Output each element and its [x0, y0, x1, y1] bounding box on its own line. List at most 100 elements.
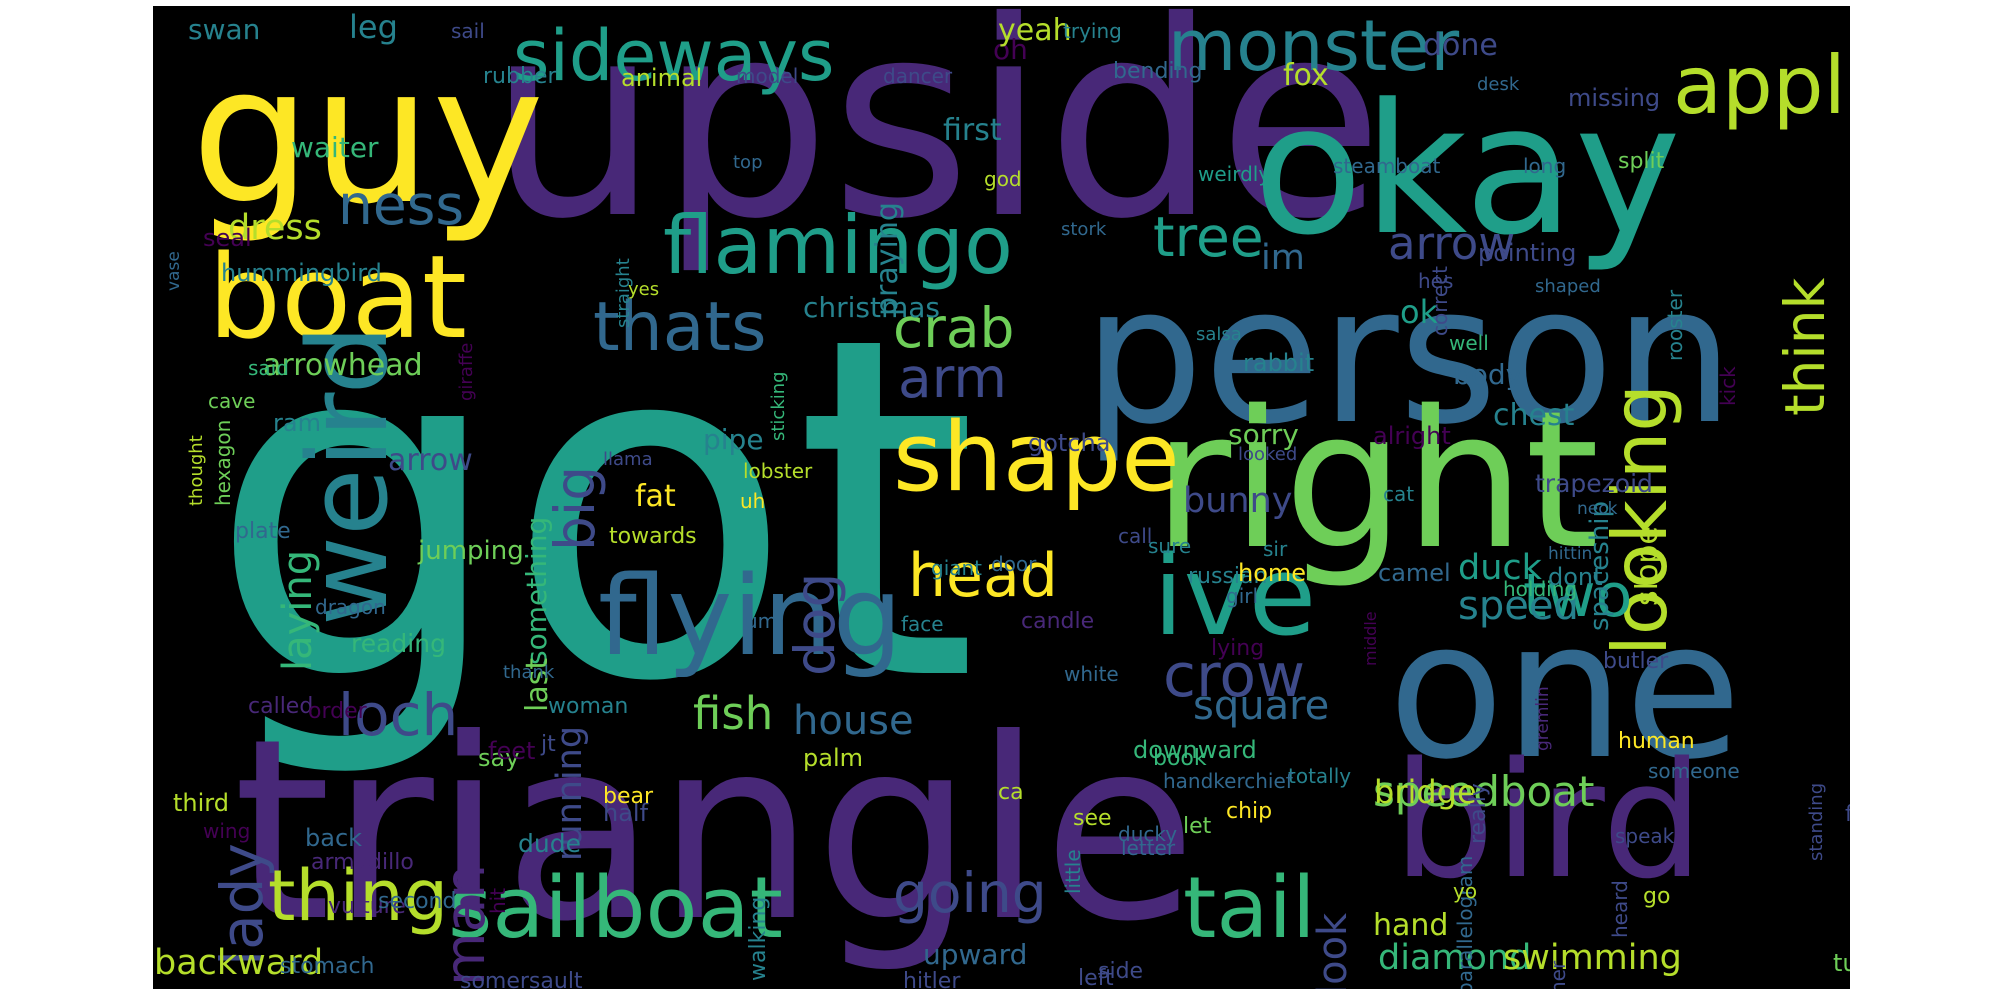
cloud-word: home — [1238, 559, 1307, 587]
cloud-word: kick — [1716, 366, 1740, 406]
cloud-word: speak — [1615, 824, 1675, 848]
cloud-word: hit — [486, 887, 510, 914]
cloud-word: sir — [1263, 537, 1288, 561]
cloud-word: spaceship — [1585, 500, 1615, 631]
cloud-word: got — [208, 237, 979, 784]
cloud-word: slope — [1630, 526, 1665, 606]
cloud-word: arrowhead — [263, 348, 423, 383]
cloud-word: face — [901, 612, 944, 636]
cloud-word: dress — [228, 208, 322, 248]
cloud-word: triangle — [233, 685, 1197, 976]
cloud-word: body — [1453, 358, 1523, 391]
cloud-word: hitler — [903, 969, 961, 990]
cloud-word: rabbit — [1243, 349, 1315, 377]
cloud-word: praying — [870, 202, 905, 316]
cloud-word: armadillo — [311, 850, 414, 875]
cloud-word: waiter — [291, 131, 379, 164]
cloud-word: straight — [613, 258, 634, 328]
cloud-word: thank — [503, 662, 555, 683]
cloud-word: model — [736, 64, 799, 88]
cloud-word: jt — [541, 732, 556, 757]
cloud-word: big — [543, 465, 607, 551]
cloud-word: well — [1449, 331, 1489, 355]
cloud-word: hes — [1418, 269, 1454, 293]
cloud-word: speed — [1458, 583, 1579, 629]
cloud-word: backward — [154, 943, 324, 983]
cloud-word: pipe — [703, 423, 764, 456]
cloud-word: bunny — [1183, 481, 1293, 521]
cloud-word: swimming — [1503, 938, 1682, 978]
cloud-word: vulture — [328, 894, 406, 919]
cloud-word: house — [793, 698, 914, 744]
word-cloud-canvas: got upside triangle person okay right one bird g… — [153, 6, 1850, 989]
cloud-word: right — [1153, 370, 1600, 591]
cloud-word: guy — [191, 25, 545, 246]
cloud-word: vase — [164, 251, 184, 291]
cloud-word: half — [603, 799, 649, 827]
cloud-word: hittin — [1548, 544, 1593, 564]
cloud-word: arm — [898, 346, 1007, 410]
cloud-word: alright — [1373, 422, 1451, 450]
cloud-word: crab — [893, 296, 1015, 360]
cloud-word: upward — [923, 938, 1028, 971]
cloud-word: long — [1523, 154, 1567, 178]
cloud-word: top — [733, 152, 763, 173]
cloud-word: ca — [998, 780, 1024, 805]
cloud-word: chest — [1493, 398, 1575, 433]
cloud-word: laying — [275, 549, 321, 671]
cloud-word: thought — [186, 435, 207, 506]
cloud-word: sorry — [1228, 418, 1299, 451]
cloud-word: chip — [1226, 799, 1273, 824]
cloud-word: steamboat — [1333, 154, 1441, 178]
cloud-word: apple — [1673, 39, 1850, 132]
cloud-word: going — [893, 861, 1047, 925]
cloud-word: bending — [1113, 59, 1203, 84]
cloud-word: woman — [548, 694, 629, 719]
cloud-word: something — [520, 516, 553, 665]
cloud-word: towards — [609, 524, 697, 549]
cloud-word: order — [308, 699, 367, 724]
cloud-word: loch — [338, 681, 459, 749]
cloud-word: tree — [1153, 205, 1264, 269]
cloud-word: trying — [1063, 19, 1122, 43]
cloud-word: flying — [598, 552, 903, 680]
cloud-word: dragon — [315, 595, 386, 619]
cloud-word: ram — [273, 409, 321, 437]
cloud-word: um — [745, 609, 778, 633]
cloud-word: facing — [1845, 802, 1850, 827]
cloud-word: thats — [593, 288, 767, 367]
cloud-word: rubber — [483, 64, 557, 89]
cloud-word: call — [1118, 524, 1153, 548]
cloud-word: upside — [488, 6, 1384, 278]
cloud-word: book — [1153, 746, 1207, 771]
cloud-word: standing — [1806, 782, 1827, 861]
cloud-word: dog — [783, 572, 847, 676]
cloud-word: hand — [1373, 908, 1449, 943]
cloud-word: missing — [1568, 84, 1661, 112]
cloud-word: yes — [628, 279, 660, 300]
cloud-word: stomach — [280, 954, 375, 979]
cloud-word: sideways — [513, 15, 835, 97]
cloud-word: called — [248, 694, 314, 719]
cloud-word: fish — [693, 687, 774, 740]
cloud-word: hummingbird — [221, 259, 382, 287]
cloud-word: fox — [1283, 58, 1329, 93]
cloud-word: jumping — [418, 536, 524, 566]
cloud-word: go — [1643, 884, 1671, 909]
cloud-word: first — [943, 113, 1002, 148]
cloud-word: oh — [993, 33, 1028, 66]
cloud-word: walking — [746, 896, 771, 981]
cloud-word: left — [1078, 966, 1114, 990]
cloud-word: head — [908, 541, 1058, 611]
cloud-word: russian — [1188, 564, 1268, 589]
cloud-word: third — [173, 789, 229, 817]
cloud-word: flamingo — [663, 199, 1013, 292]
cloud-word: uh — [740, 489, 766, 513]
cloud-word: cat — [1383, 482, 1415, 506]
cloud-word: said — [248, 356, 289, 380]
cloud-word: let — [1183, 814, 1212, 839]
cloud-word: trapezoid — [1535, 469, 1653, 498]
cloud-word: handkerchief — [1163, 769, 1293, 793]
cloud-word: cave — [208, 389, 256, 413]
cloud-word: see — [1073, 806, 1112, 831]
